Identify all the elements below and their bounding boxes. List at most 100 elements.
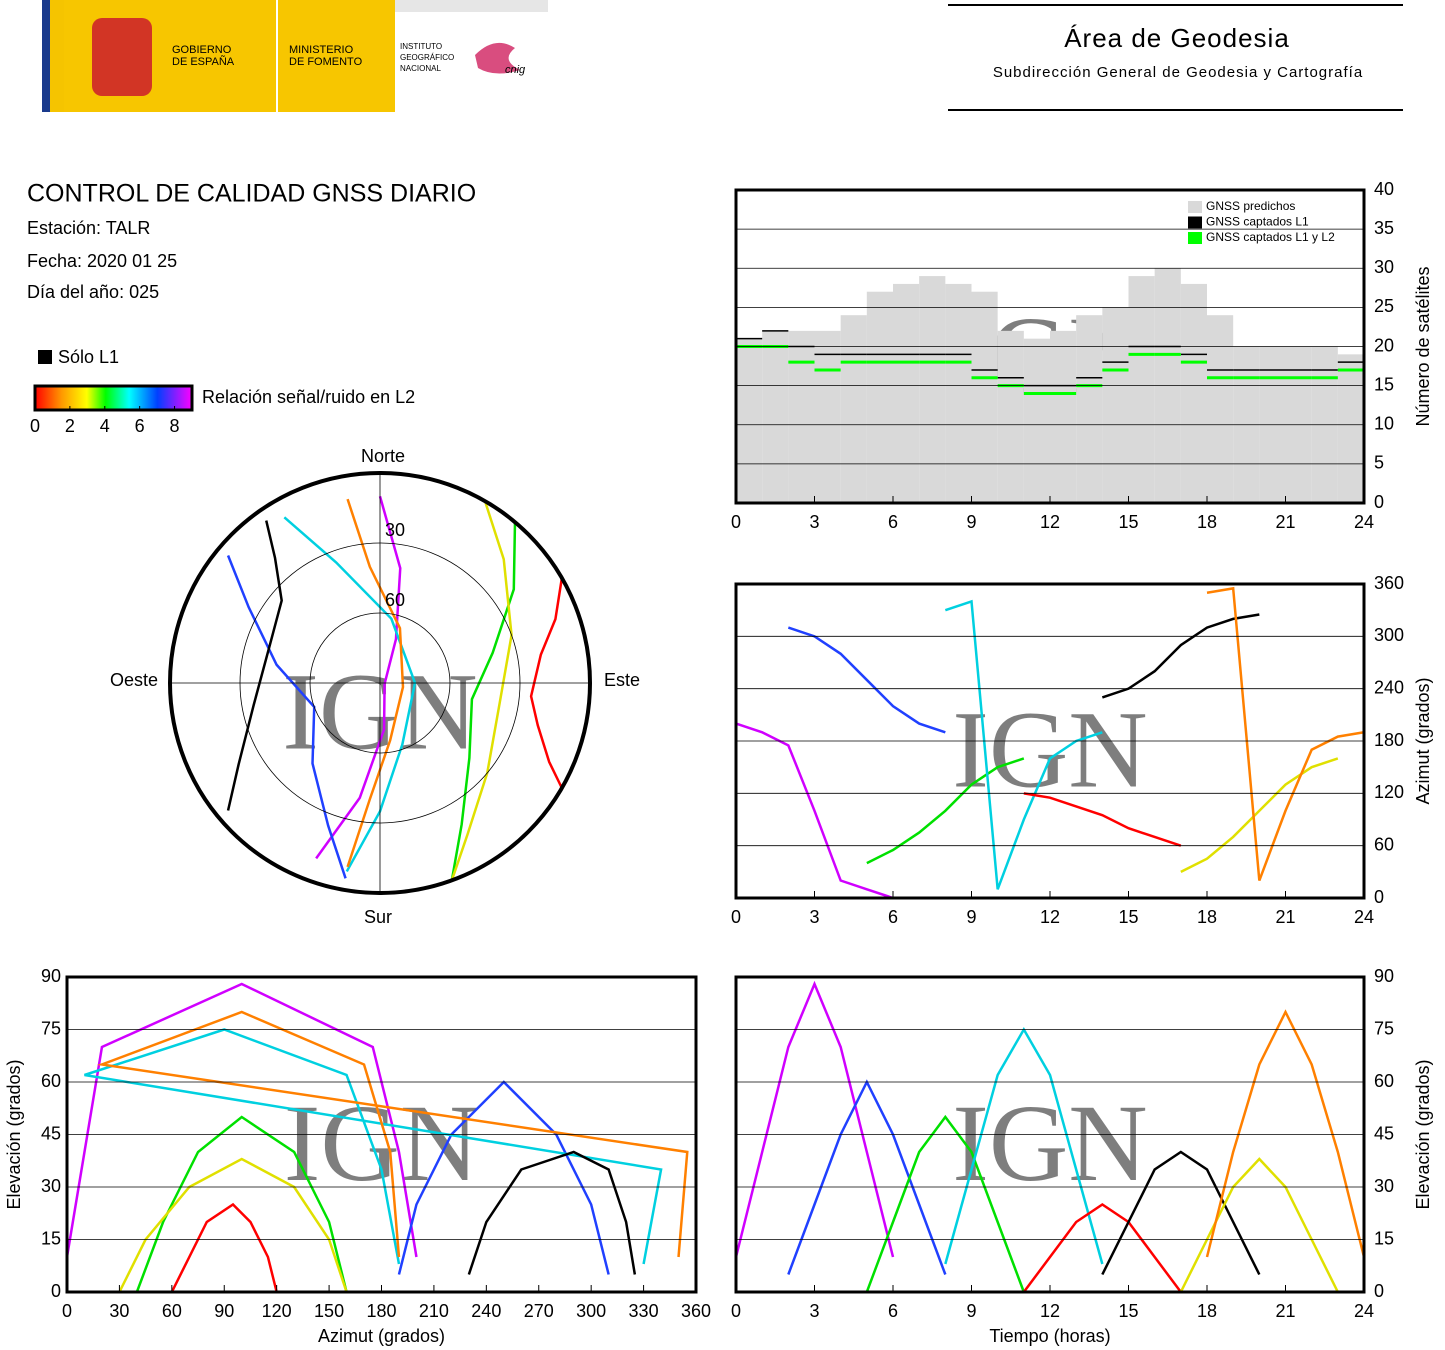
sky-track — [450, 500, 513, 881]
x-tick-label: 18 — [1197, 1301, 1217, 1321]
watermark: IGN — [952, 1082, 1148, 1204]
x-tick-label: 9 — [966, 512, 976, 532]
y-tick-label: 20 — [1374, 335, 1394, 355]
info-line: Día del año: 025 — [27, 282, 159, 302]
elevation-track — [787, 1079, 947, 1275]
predicted-bar — [788, 330, 815, 503]
elevation-track — [135, 1115, 348, 1293]
logo-text: INSTITUTO — [400, 42, 442, 51]
elevation-track — [170, 1202, 278, 1293]
predicted-bar — [971, 291, 998, 503]
coat-of-arms — [92, 18, 152, 96]
y-tick-label: 0 — [51, 1281, 61, 1301]
y-tick-label: 120 — [1374, 782, 1404, 802]
info-line: Estación: TALR — [27, 218, 150, 238]
predicted-bar — [919, 276, 946, 503]
x-tick-label: 18 — [1197, 907, 1217, 927]
logo-text: DE FOMENTO — [289, 56, 363, 68]
x-tick-label: 0 — [731, 907, 741, 927]
y-tick-label: 30 — [1374, 257, 1394, 277]
y-tick-label: 180 — [1374, 730, 1404, 750]
sky-track — [346, 498, 405, 868]
y-tick-label: 0 — [1374, 887, 1384, 907]
predicted-bar — [997, 330, 1024, 503]
y-tick-label: 5 — [1374, 453, 1384, 473]
ring-label: 60 — [385, 590, 405, 610]
predicted-bar — [1207, 315, 1234, 503]
colorbar-tick-label: 0 — [30, 416, 40, 436]
predicted-bar — [866, 291, 893, 503]
legend-swatch — [1188, 232, 1202, 244]
elevation-track — [1205, 1009, 1366, 1258]
predicted-bar — [762, 330, 789, 503]
y-axis-label: Elevación (grados) — [4, 1059, 24, 1209]
y-tick-label: 45 — [1374, 1123, 1394, 1143]
y-axis-label: Elevación (grados) — [1413, 1059, 1433, 1209]
plot-frame — [734, 975, 1366, 1294]
predicted-bar — [1337, 354, 1364, 503]
predicted-bar — [1023, 338, 1050, 503]
azimuth-track — [866, 757, 1025, 865]
x-tick-label: 3 — [809, 1301, 819, 1321]
x-tick-label: 6 — [888, 512, 898, 532]
x-tick-label: 270 — [524, 1301, 554, 1321]
legend-label: GNSS predichos — [1206, 199, 1295, 213]
y-tick-label: 10 — [1374, 414, 1394, 434]
y-tick-label: 75 — [41, 1018, 61, 1038]
l1-label: Sólo L1 — [58, 347, 119, 367]
y-tick-label: 45 — [41, 1123, 61, 1143]
x-tick-label: 21 — [1275, 907, 1295, 927]
x-tick-label: 360 — [681, 1301, 711, 1321]
x-tick-label: 60 — [162, 1301, 182, 1321]
colorbar-tick-label: 6 — [135, 416, 145, 436]
x-tick-label: 24 — [1354, 1301, 1374, 1321]
elevation-track — [84, 1028, 663, 1265]
y-tick-label: 0 — [1374, 1281, 1384, 1301]
legend-label: GNSS captados L1 y L2 — [1206, 230, 1335, 244]
compass-label: Oeste — [110, 670, 158, 690]
predicted-bar — [945, 283, 972, 503]
x-tick-label: 30 — [109, 1301, 129, 1321]
colorbar-tick-label: 4 — [100, 416, 110, 436]
x-tick-label: 21 — [1275, 512, 1295, 532]
x-tick-label: 300 — [576, 1301, 606, 1321]
logo-text: NACIONAL — [400, 64, 441, 73]
sky-track — [450, 522, 517, 881]
eu-strip — [42, 0, 50, 112]
compass-label: Sur — [364, 907, 392, 927]
colorbar-tick-label: 2 — [65, 416, 75, 436]
x-axis-label: Tiempo (horas) — [989, 1326, 1110, 1346]
y-axis-label: Número de satélites — [1413, 266, 1433, 426]
y-tick-label: 15 — [1374, 374, 1394, 394]
sky-track — [315, 495, 402, 860]
y-tick-label: 60 — [1374, 834, 1394, 854]
logo-text: GOBIERNO — [172, 44, 232, 56]
x-tick-label: 15 — [1118, 907, 1138, 927]
elevation-ring — [239, 542, 521, 824]
elevation-track — [467, 1150, 637, 1275]
x-tick-label: 240 — [471, 1301, 501, 1321]
elevation-track — [96, 1010, 689, 1258]
elevation-track — [865, 1114, 1026, 1293]
logo-text: cnig — [505, 64, 526, 76]
x-tick-label: 15 — [1118, 512, 1138, 532]
azimuth-track — [1180, 757, 1339, 873]
elevation-track — [734, 980, 895, 1258]
y-tick-label: 30 — [41, 1176, 61, 1196]
x-tick-label: 9 — [966, 1301, 976, 1321]
y-tick-label: 60 — [1374, 1071, 1394, 1091]
x-tick-label: 12 — [1040, 907, 1060, 927]
y-tick-label: 75 — [1374, 1018, 1394, 1038]
x-tick-label: 15 — [1118, 1301, 1138, 1321]
plot-frame — [65, 975, 698, 1294]
horizon — [168, 471, 592, 895]
x-tick-label: 180 — [366, 1301, 396, 1321]
legend-swatch — [1188, 216, 1202, 229]
x-axis-label: Azimut (grados) — [318, 1326, 445, 1346]
y-tick-label: 90 — [41, 966, 61, 986]
predicted-bar — [1128, 276, 1155, 503]
y-tick-label: 0 — [1374, 492, 1384, 512]
x-tick-label: 150 — [314, 1301, 344, 1321]
ring-label: 30 — [385, 520, 405, 540]
